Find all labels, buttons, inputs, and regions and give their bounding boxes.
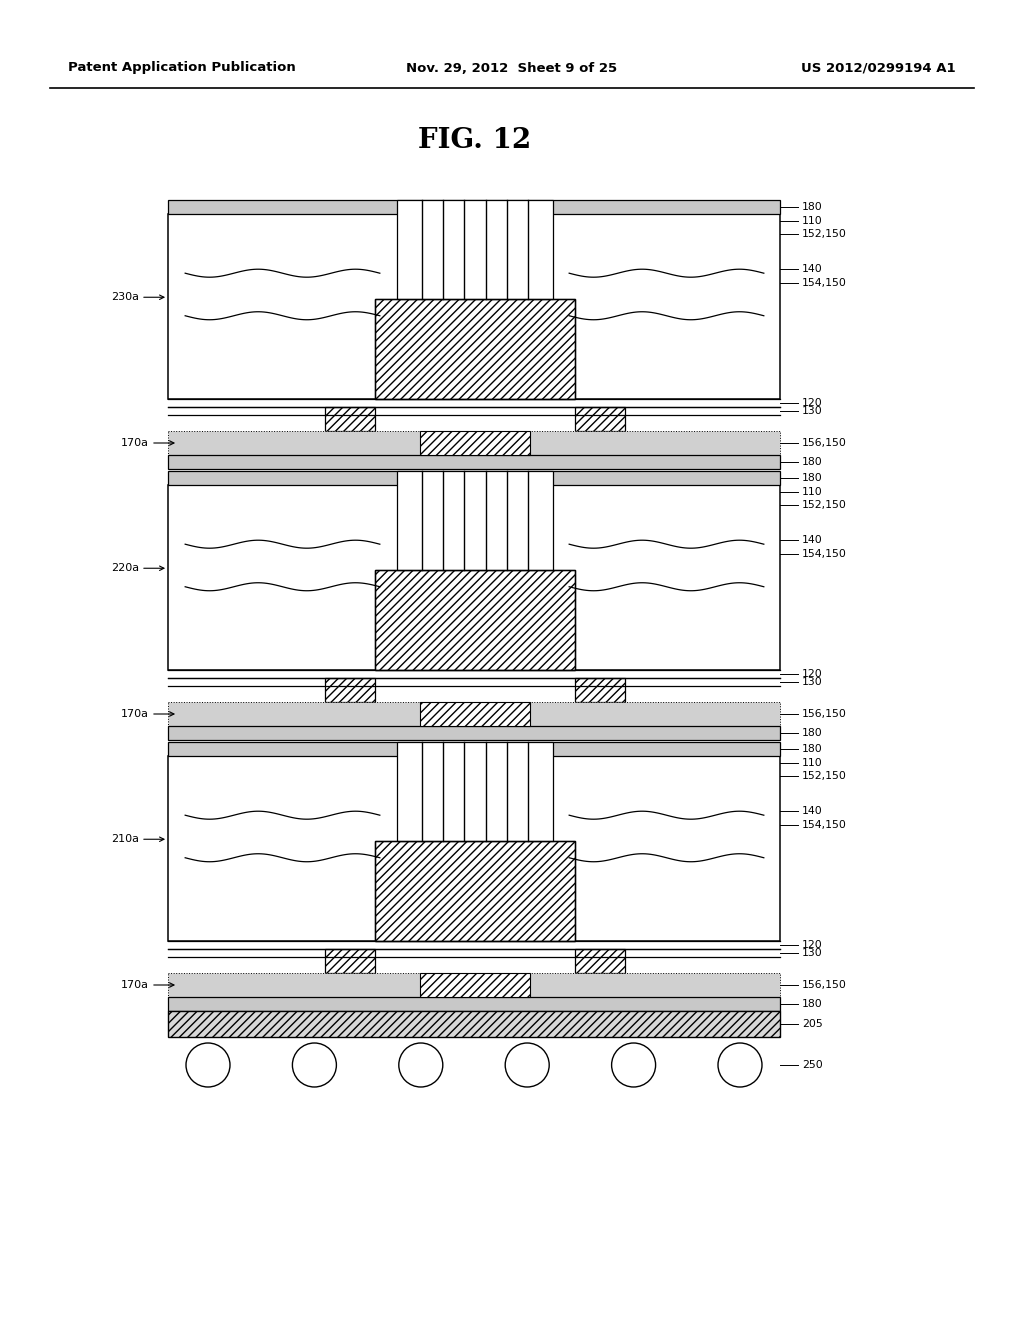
Text: 170a: 170a — [121, 438, 150, 447]
Bar — [168, 1011, 780, 1038]
Circle shape — [398, 1043, 442, 1086]
Circle shape — [611, 1043, 655, 1086]
Text: 250: 250 — [802, 1060, 822, 1071]
Text: 180: 180 — [802, 473, 822, 483]
Text: 152,150: 152,150 — [802, 500, 847, 510]
Bar — [168, 973, 780, 997]
Bar — [325, 407, 375, 432]
Text: 180: 180 — [802, 744, 822, 754]
Text: 154,150: 154,150 — [802, 820, 847, 830]
Text: Patent Application Publication: Patent Application Publication — [68, 62, 296, 74]
Bar — [168, 432, 780, 455]
Text: 205: 205 — [802, 1019, 822, 1030]
Bar — [375, 570, 575, 671]
Text: 130: 130 — [802, 677, 822, 686]
Bar — [397, 742, 553, 841]
Bar — [375, 841, 575, 941]
Text: 110: 110 — [802, 758, 822, 768]
Bar — [375, 300, 575, 399]
Text: 180: 180 — [802, 999, 822, 1008]
Text: 180: 180 — [802, 457, 822, 467]
Text: 130: 130 — [802, 948, 822, 958]
Text: 140: 140 — [802, 807, 822, 816]
Text: 110: 110 — [802, 216, 822, 226]
Text: 230a: 230a — [111, 292, 139, 302]
Text: 210a: 210a — [111, 834, 139, 845]
Text: 120: 120 — [802, 399, 822, 408]
Bar — [168, 484, 780, 671]
Text: 110: 110 — [802, 487, 822, 498]
Bar — [325, 949, 375, 973]
Text: FIG. 12: FIG. 12 — [419, 127, 531, 153]
Bar — [575, 407, 625, 432]
Bar — [575, 949, 625, 973]
Text: 220a: 220a — [111, 564, 139, 573]
Bar — [375, 570, 575, 671]
Bar — [575, 678, 625, 702]
Text: 120: 120 — [802, 669, 822, 678]
Text: US 2012/0299194 A1: US 2012/0299194 A1 — [802, 62, 956, 74]
Bar — [325, 678, 375, 702]
Text: 156,150: 156,150 — [802, 438, 847, 447]
Text: 154,150: 154,150 — [802, 279, 847, 288]
Bar — [168, 997, 780, 1011]
Bar — [168, 214, 780, 399]
Circle shape — [718, 1043, 762, 1086]
Bar — [168, 471, 780, 484]
Bar — [168, 702, 780, 726]
Text: 180: 180 — [802, 202, 822, 213]
Bar — [397, 471, 553, 570]
Text: Nov. 29, 2012  Sheet 9 of 25: Nov. 29, 2012 Sheet 9 of 25 — [407, 62, 617, 74]
Text: 180: 180 — [802, 729, 822, 738]
Bar — [168, 726, 780, 741]
Circle shape — [293, 1043, 337, 1086]
Text: 130: 130 — [802, 407, 822, 416]
Text: 152,150: 152,150 — [802, 228, 847, 239]
Bar — [168, 756, 780, 941]
Bar — [397, 201, 553, 300]
Bar — [168, 742, 780, 756]
Bar — [420, 973, 530, 997]
Bar — [375, 841, 575, 941]
Text: 170a: 170a — [121, 979, 150, 990]
Text: 154,150: 154,150 — [802, 549, 847, 560]
Text: 156,150: 156,150 — [802, 979, 847, 990]
Bar — [420, 432, 530, 455]
Text: 140: 140 — [802, 535, 822, 545]
Bar — [168, 455, 780, 469]
Text: 156,150: 156,150 — [802, 709, 847, 719]
Bar — [420, 702, 530, 726]
Text: 140: 140 — [802, 264, 822, 275]
Circle shape — [186, 1043, 230, 1086]
Text: 120: 120 — [802, 940, 822, 950]
Text: 170a: 170a — [121, 709, 150, 719]
Bar — [375, 300, 575, 399]
Text: 152,150: 152,150 — [802, 771, 847, 781]
Circle shape — [505, 1043, 549, 1086]
Bar — [168, 201, 780, 214]
